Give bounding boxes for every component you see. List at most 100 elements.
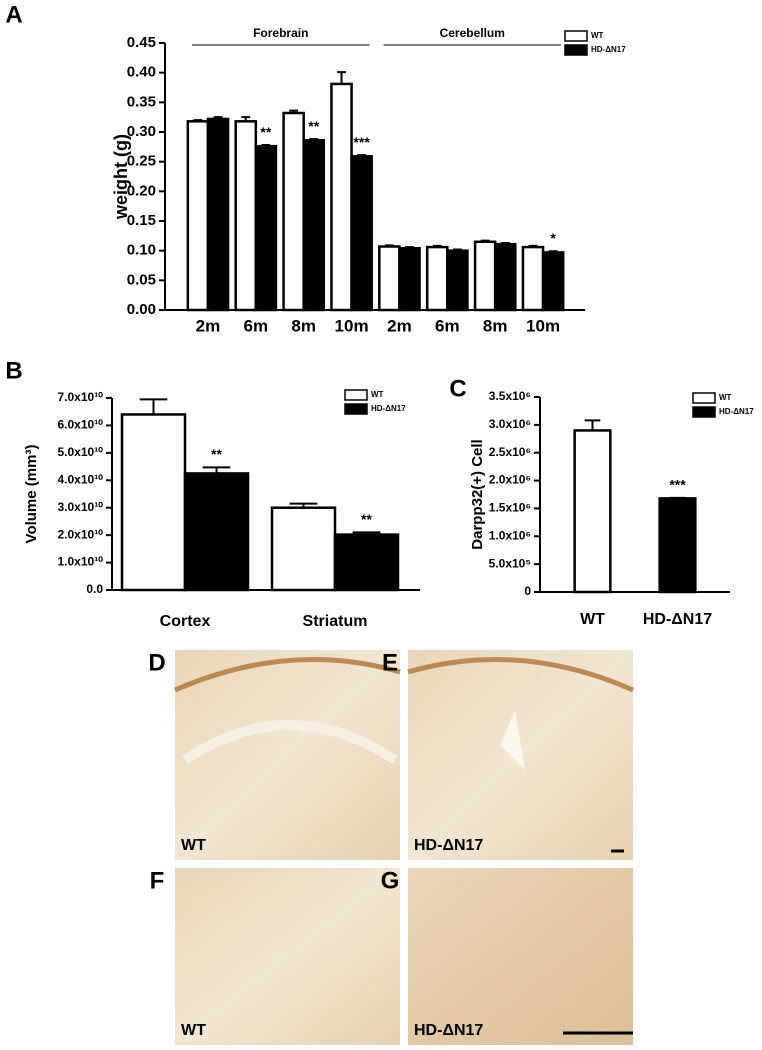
bar <box>350 155 373 312</box>
error-bar <box>213 116 223 119</box>
image-detail <box>182 720 398 765</box>
y-tick-label: 0.40 <box>127 64 156 81</box>
error-bar <box>261 144 271 147</box>
legend-label: HD-ΔN17 <box>371 404 406 413</box>
legend-label: WT <box>371 390 384 399</box>
error-bar <box>548 250 558 253</box>
bar <box>120 413 187 592</box>
group-label: Cerebellum <box>440 26 505 40</box>
error-bar <box>241 116 251 122</box>
significance-label: *** <box>669 477 686 493</box>
legend-swatch <box>344 389 368 401</box>
group-label: Forebrain <box>253 26 308 40</box>
significance-label: ** <box>308 118 319 134</box>
y-tick-label: 0.30 <box>127 123 156 140</box>
significance-label: *** <box>353 134 370 150</box>
x-tick-label: Cortex <box>160 613 211 630</box>
bar <box>270 506 337 592</box>
y-tick-label: 0.05 <box>127 271 156 288</box>
error-bar <box>337 71 346 84</box>
error-bar <box>139 398 168 415</box>
y-tick-label: 1.0x10¹⁰ <box>57 555 103 569</box>
y-tick-label: 3.0x10⁶ <box>489 417 531 431</box>
panel-letter: D <box>148 649 165 676</box>
y-tick-label: 2.5x10⁶ <box>489 445 531 459</box>
image-detail <box>174 657 401 693</box>
legend-label: HD-ΔN17 <box>591 45 626 54</box>
image-f <box>175 868 400 1045</box>
y-tick-label: 3.0x10¹⁰ <box>57 500 103 514</box>
x-tick-label: WT <box>580 611 605 628</box>
error-bar <box>528 244 538 248</box>
x-tick-label: 8m <box>291 316 316 335</box>
y-tick-label: 7.0x10¹⁰ <box>57 390 103 404</box>
bar <box>521 245 545 312</box>
image-d <box>175 650 400 860</box>
bar <box>234 120 258 312</box>
error-bar <box>352 531 381 535</box>
y-tick-label: 3.5x10⁶ <box>489 389 531 403</box>
panel-label: HD-ΔN17 <box>414 1022 483 1039</box>
panel-letter: B <box>5 357 22 384</box>
y-tick-label: 0.20 <box>127 182 156 199</box>
y-tick-label: 5.0x10⁵ <box>489 556 531 570</box>
legend-swatch <box>564 30 588 42</box>
significance-label: ** <box>211 446 222 462</box>
y-tick-label: 4.0x10¹⁰ <box>57 472 103 486</box>
legend-swatch <box>344 403 368 415</box>
bar <box>183 472 250 592</box>
bar <box>573 429 612 594</box>
x-tick-label: 2m <box>387 316 412 335</box>
significance-label: ** <box>361 511 372 527</box>
error-bar <box>357 154 367 157</box>
error-bar <box>202 466 231 474</box>
image-detail <box>407 657 635 693</box>
panel-letter: C <box>449 375 466 402</box>
panel-letter: E <box>382 649 398 676</box>
bar <box>333 533 400 592</box>
bar <box>302 139 326 312</box>
image-g <box>408 868 633 1045</box>
legend-swatch <box>692 406 716 418</box>
error-bar <box>193 119 203 122</box>
y-tick-label: 0.15 <box>127 212 156 229</box>
error-bar <box>500 241 510 245</box>
y-tick-label: 0.00 <box>127 301 156 318</box>
bar <box>493 242 517 312</box>
x-tick-label: 8m <box>483 316 508 335</box>
bar <box>398 247 421 312</box>
bar <box>425 245 449 312</box>
bar <box>206 117 230 312</box>
significance-label: * <box>550 230 556 246</box>
x-tick-label: 6m <box>435 316 460 335</box>
significance-label: ** <box>260 124 271 140</box>
error-bar <box>309 138 319 141</box>
y-tick-label: 5.0x10¹⁰ <box>57 445 103 459</box>
x-tick-label: Striatum <box>303 613 368 630</box>
error-bar <box>669 496 686 499</box>
y-tick-label: 2.0x10⁶ <box>489 473 531 487</box>
error-bar <box>289 109 299 114</box>
y-tick-label: 0.45 <box>127 34 156 51</box>
x-tick-label: 10m <box>526 316 560 335</box>
error-bar <box>432 244 442 248</box>
y-tick-label: 0.10 <box>127 242 156 259</box>
bar <box>541 251 565 312</box>
y-tick-label: 0.0 <box>86 582 103 596</box>
bar <box>658 497 697 594</box>
bar <box>254 144 278 312</box>
x-tick-label: 6m <box>244 316 269 335</box>
bar <box>446 249 469 312</box>
error-bar <box>480 239 490 242</box>
panel-letter: A <box>5 1 22 28</box>
y-axis-label: Darpp32(+) Cell <box>469 439 486 549</box>
error-bar <box>384 244 394 247</box>
image-detail <box>500 710 525 770</box>
panel-label: WT <box>181 837 206 854</box>
bar <box>473 240 497 312</box>
panel-label: WT <box>181 1022 206 1039</box>
y-tick-label: 2.0x10¹⁰ <box>57 527 103 541</box>
panel-letter: G <box>381 867 400 894</box>
x-tick-label: 10m <box>335 316 369 335</box>
